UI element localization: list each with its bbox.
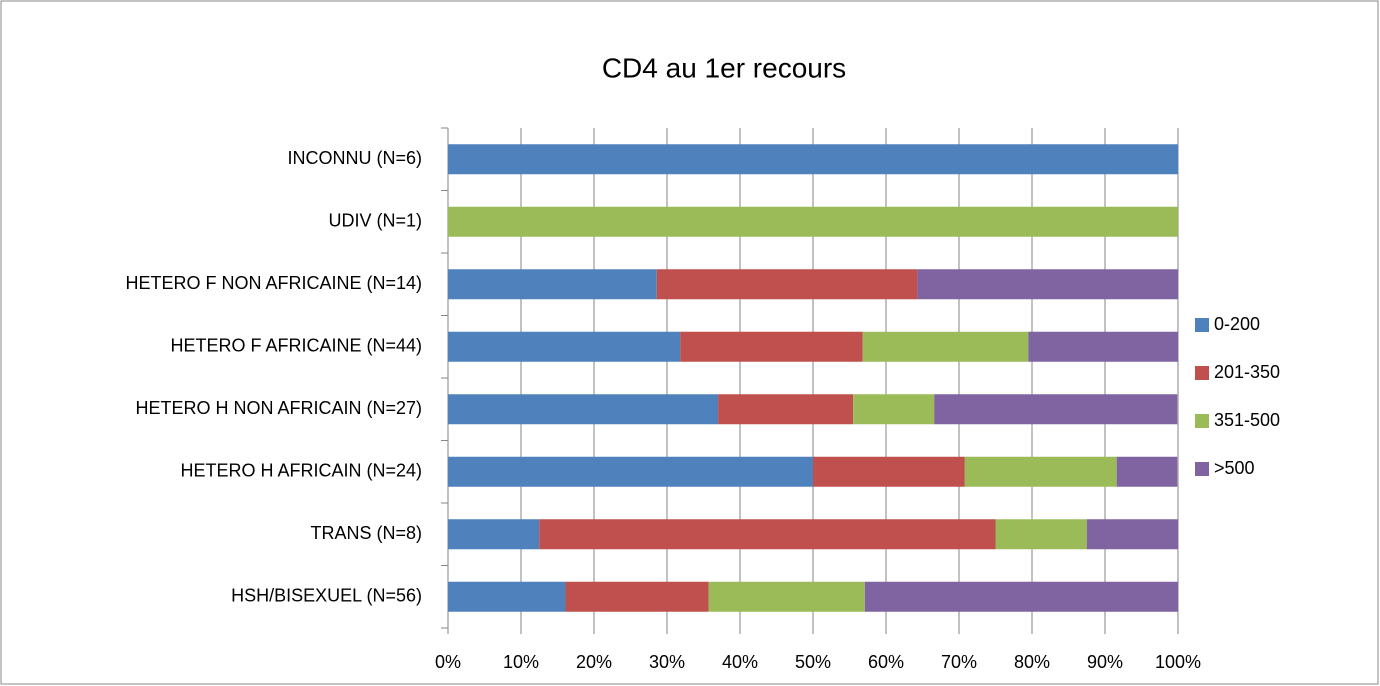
bar-segment bbox=[864, 581, 1178, 612]
legend-swatch bbox=[1195, 414, 1209, 428]
x-tick-label: 90% bbox=[1087, 652, 1123, 672]
y-tick-label: HETERO H AFRICAIN (N=24) bbox=[180, 461, 422, 481]
bar-segment bbox=[565, 581, 709, 612]
bar-segment bbox=[448, 456, 813, 487]
bar-segment bbox=[1116, 456, 1178, 487]
bar-segment bbox=[813, 456, 965, 487]
y-tick-label: UDIV (N=1) bbox=[328, 211, 422, 231]
x-tick-label: 100% bbox=[1155, 652, 1201, 672]
bar-segment bbox=[448, 581, 566, 612]
bar-segment bbox=[1086, 519, 1178, 550]
legend-label: 201-350 bbox=[1214, 362, 1280, 382]
bar-segment bbox=[448, 519, 540, 550]
y-tick-label: HETERO F NON AFRICAINE (N=14) bbox=[125, 273, 422, 293]
x-tick-label: 10% bbox=[503, 652, 539, 672]
bar-segment bbox=[708, 581, 865, 612]
x-tick-label: 20% bbox=[576, 652, 612, 672]
bar-segment bbox=[448, 394, 719, 425]
y-tick-label: INCONNU (N=6) bbox=[287, 148, 422, 168]
bar-segment bbox=[853, 394, 935, 425]
bar-segment bbox=[448, 269, 657, 300]
x-tick-label: 60% bbox=[868, 652, 904, 672]
bar-segment bbox=[862, 331, 1029, 362]
bar-segment bbox=[995, 519, 1087, 550]
bar-segment bbox=[680, 331, 863, 362]
legend-swatch bbox=[1195, 318, 1209, 332]
x-tick-label: 30% bbox=[649, 652, 685, 672]
bar-segment bbox=[934, 394, 1178, 425]
x-tick-label: 0% bbox=[435, 652, 461, 672]
x-tick-label: 80% bbox=[1014, 652, 1050, 672]
bar-segment bbox=[917, 269, 1178, 300]
bar-segment bbox=[718, 394, 854, 425]
bar-segment bbox=[1028, 331, 1178, 362]
y-tick-label: TRANS (N=8) bbox=[310, 523, 422, 543]
legend-label: 351-500 bbox=[1214, 410, 1280, 430]
x-tick-label: 40% bbox=[722, 652, 758, 672]
bar-segment bbox=[539, 519, 996, 550]
legend-swatch bbox=[1195, 462, 1209, 476]
legend-swatch bbox=[1195, 366, 1209, 380]
x-tick-label: 50% bbox=[795, 652, 831, 672]
y-tick-label: HETERO F AFRICAINE (N=44) bbox=[170, 336, 422, 356]
bar-segment bbox=[448, 144, 1178, 175]
chart-title: CD4 au 1er recours bbox=[602, 52, 846, 83]
legend-label: 0-200 bbox=[1214, 314, 1260, 334]
bar-segment bbox=[656, 269, 918, 300]
y-tick-label: HSH/BISEXUEL (N=56) bbox=[231, 586, 422, 606]
bar-segment bbox=[448, 331, 681, 362]
bar-segment bbox=[964, 456, 1117, 487]
legend-label: >500 bbox=[1214, 458, 1255, 478]
y-tick-label: HETERO H NON AFRICAIN (N=27) bbox=[135, 398, 422, 418]
x-tick-label: 70% bbox=[941, 652, 977, 672]
bar-segment bbox=[448, 206, 1178, 237]
